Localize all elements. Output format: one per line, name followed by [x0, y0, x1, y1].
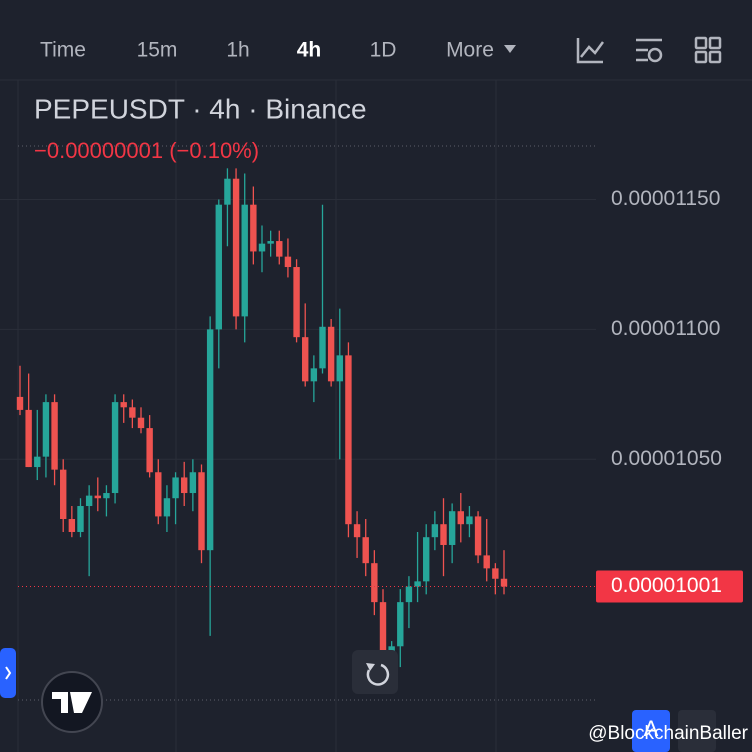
candle-body	[345, 355, 352, 525]
candle-body	[414, 581, 421, 587]
candle-body	[215, 204, 222, 330]
candle-body	[77, 506, 84, 532]
candle-body	[397, 602, 404, 647]
candle-body	[276, 241, 283, 257]
candle-body	[103, 493, 110, 499]
candle-body	[362, 537, 369, 564]
price-change: −0.00000001 (−0.10%)	[34, 138, 259, 163]
candle-body	[68, 519, 76, 532]
candle-body	[129, 407, 136, 418]
candle-body	[371, 563, 378, 603]
reset-icon	[366, 663, 390, 686]
settings-icon-circle	[647, 47, 663, 63]
candle-body	[440, 524, 447, 545]
auto-scale-button[interactable]	[632, 710, 670, 752]
candle-body	[500, 578, 508, 587]
layout-icon[interactable]	[694, 36, 708, 50]
candle-body	[181, 477, 188, 494]
watermark: @BlockchainBaller	[588, 723, 748, 744]
toolbar-icons	[576, 36, 722, 64]
candle-body	[172, 477, 179, 499]
candle-body	[94, 495, 101, 499]
candle-body	[51, 402, 58, 470]
grid	[0, 80, 596, 752]
candle-body	[189, 472, 197, 494]
candle-body	[319, 326, 326, 369]
candle-body	[379, 602, 387, 673]
interval-tab[interactable]: 15m	[137, 39, 178, 62]
candle-body	[60, 469, 67, 520]
candle-body	[258, 243, 266, 252]
candle-body	[492, 568, 499, 579]
candle-body	[336, 355, 343, 382]
candle-body	[293, 267, 300, 338]
y-tick-label: 0.00001100	[611, 317, 720, 340]
settings-icon[interactable]	[636, 38, 662, 62]
candle-body	[448, 511, 456, 545]
candle-body	[232, 178, 240, 317]
candle-body	[353, 524, 361, 538]
more-caret	[504, 45, 516, 53]
candle-body	[120, 402, 127, 408]
candle-body	[111, 402, 119, 494]
candle-body	[155, 472, 162, 517]
auto-scale-label: A	[644, 716, 659, 741]
candle-body	[137, 417, 145, 429]
candles	[16, 168, 508, 694]
candle-body	[42, 402, 50, 457]
candle-body	[405, 586, 413, 603]
candle-body	[474, 516, 482, 556]
y-tick-label: 0.00001150	[611, 187, 720, 210]
candle-body	[34, 456, 41, 468]
candle-body	[163, 498, 171, 517]
candle-body	[206, 329, 214, 551]
layout-icon	[708, 36, 722, 50]
last-price-box	[596, 570, 743, 603]
candle-body	[146, 428, 153, 473]
tv-logo-mark	[52, 692, 92, 713]
candle-body	[241, 204, 248, 317]
log-scale-button[interactable]	[678, 710, 716, 752]
candle-body	[250, 204, 257, 252]
side-toggle[interactable]	[0, 648, 16, 698]
side-toggle-arrow	[5, 666, 12, 680]
candle-body	[302, 337, 309, 382]
candle-body	[16, 396, 24, 410]
candle-body	[483, 555, 490, 569]
last-price-label: 0.00001001	[611, 574, 722, 597]
candle-body	[466, 516, 473, 525]
y-tick-label: 0.00001050	[611, 447, 722, 470]
candle-body	[310, 368, 318, 382]
toolbar: Time 15m 1h 4h 1D More	[40, 39, 516, 62]
reset-button[interactable]	[352, 650, 398, 694]
interval-tab[interactable]: More	[446, 39, 494, 62]
layout-icon	[694, 50, 708, 64]
candle-body	[284, 256, 292, 268]
candle-body	[85, 495, 93, 507]
candle-body	[457, 511, 464, 525]
interval-tab[interactable]: Time	[40, 39, 86, 62]
interval-tab[interactable]: 1h	[226, 39, 249, 62]
interval-tab[interactable]: 4h	[297, 39, 322, 62]
candle-body	[224, 178, 231, 205]
chart-title: PEPEUSDT · 4h · Binance	[34, 93, 367, 124]
reset-icon-arrow	[366, 663, 375, 671]
indicators-icon[interactable]	[576, 38, 605, 64]
candle-body	[327, 326, 335, 382]
candle-body	[267, 241, 274, 244]
candle-body	[25, 409, 32, 468]
candle-body	[431, 524, 439, 538]
layout-icon	[708, 50, 722, 64]
candle-body	[198, 472, 205, 551]
candle-body	[423, 537, 430, 582]
interval-tab[interactable]: 1D	[370, 39, 397, 62]
